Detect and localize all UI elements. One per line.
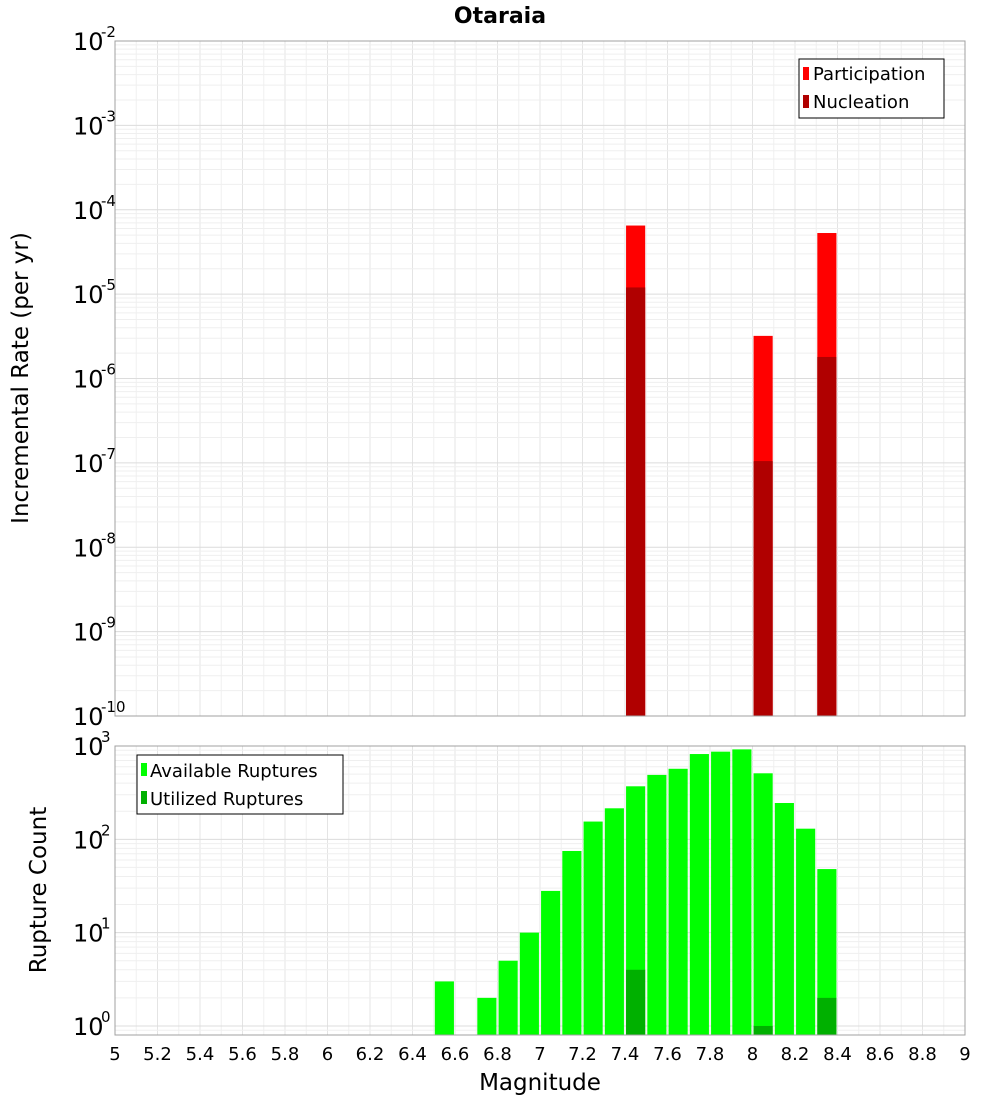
x-tick-label: 7.6	[653, 1044, 682, 1065]
available-ruptures-bar	[604, 808, 624, 1035]
y-tick-exponent: -7	[101, 445, 116, 463]
x-tick-label: 6.4	[398, 1044, 427, 1065]
x-tick-label: 8.6	[866, 1044, 895, 1065]
available-ruptures-bar	[668, 768, 688, 1035]
x-tick-label: 5.8	[271, 1044, 300, 1065]
y-tick-exponent: -8	[101, 529, 116, 547]
y-tick-label: 10	[73, 534, 104, 562]
y-tick-exponent: 1	[101, 915, 111, 933]
y-tick-label: 10	[73, 281, 104, 309]
legend-label-utilized: Utilized Ruptures	[150, 789, 303, 810]
available-ruptures-bar	[434, 981, 454, 1035]
x-tick-label: 6.8	[483, 1044, 512, 1065]
x-tick-label: 7	[534, 1044, 545, 1065]
y-tick-label: 10	[73, 733, 104, 761]
y-tick-label: 10	[73, 826, 104, 854]
y-tick-label: 10	[73, 920, 104, 948]
top-legend-box	[798, 58, 945, 119]
utilized-ruptures-bar	[753, 1025, 773, 1035]
available-ruptures-bar	[711, 751, 731, 1035]
x-tick-label: 9	[959, 1044, 970, 1065]
y-tick-label: 10	[73, 1013, 104, 1041]
top-y-axis-label: Incremental Rate (per yr)	[8, 232, 34, 524]
bottom-legend-box	[136, 754, 344, 815]
x-axis-label: Magnitude	[479, 1070, 601, 1096]
chart-title: Otaraia	[454, 4, 546, 29]
y-tick-exponent: -2	[101, 23, 116, 41]
y-tick-exponent: -5	[101, 276, 116, 294]
available-ruptures-bar	[647, 774, 667, 1035]
y-tick-exponent: -4	[101, 192, 116, 210]
nucleation-bar	[626, 287, 646, 716]
available-ruptures-bar	[562, 850, 582, 1035]
available-ruptures-bar	[732, 749, 752, 1035]
legend-swatch-nucleation	[803, 95, 809, 108]
y-tick-exponent: -6	[101, 361, 116, 379]
available-ruptures-bar	[753, 773, 773, 1035]
available-ruptures-bar	[689, 754, 709, 1035]
nucleation-bar	[817, 356, 837, 716]
y-tick-exponent: -3	[101, 107, 116, 125]
utilized-ruptures-bar	[626, 969, 646, 1035]
x-tick-label: 5.6	[228, 1044, 257, 1065]
x-tick-label: 8.8	[908, 1044, 937, 1065]
x-tick-label: 6	[322, 1044, 333, 1065]
available-ruptures-bar	[541, 890, 561, 1035]
top-bars	[626, 225, 837, 716]
y-tick-exponent: -9	[101, 614, 116, 632]
legend-swatch-available	[141, 763, 147, 776]
x-tick-label: 8	[747, 1044, 758, 1065]
available-ruptures-bar	[519, 932, 539, 1035]
x-tick-label: 8.2	[781, 1044, 810, 1065]
y-tick-exponent: 3	[101, 728, 111, 746]
available-ruptures-bar	[796, 828, 816, 1035]
bottom-bars	[434, 749, 837, 1035]
top-plot-frame	[114, 40, 966, 717]
legend-swatch-utilized	[141, 791, 147, 804]
legend-label-nucleation: Nucleation	[813, 92, 909, 113]
y-tick-exponent: -10	[101, 698, 126, 716]
x-tick-label: 7.2	[568, 1044, 597, 1065]
available-ruptures-bar	[583, 821, 603, 1035]
legend-swatch-participation	[803, 67, 809, 80]
y-tick-label: 10	[73, 619, 104, 647]
top-legend: Participation Nucleation	[798, 58, 945, 119]
top-grid	[114, 40, 966, 717]
y-tick-label: 10	[73, 112, 104, 140]
available-ruptures-bar	[817, 869, 837, 1035]
x-tick-label: 5.4	[186, 1044, 215, 1065]
x-tick-label: 5	[109, 1044, 120, 1065]
y-tick-label: 10	[73, 28, 104, 56]
x-tick-label: 5.2	[143, 1044, 172, 1065]
bottom-plot-frame	[114, 745, 966, 1036]
x-tick-label: 7.8	[696, 1044, 725, 1065]
x-ticks: 5 5.2 5.4 5.6 5.8 6 6.2 6.4 6.6 6.8 7 7.2 7.4 7.6 7.8 8…	[109, 1044, 970, 1065]
bottom-y-axis-label: Rupture Count	[26, 807, 52, 973]
legend-label-available: Available Ruptures	[150, 761, 318, 782]
y-tick-exponent: 0	[101, 1008, 111, 1026]
available-ruptures-bar	[477, 997, 497, 1035]
x-tick-label: 8.4	[823, 1044, 852, 1065]
available-ruptures-bar	[498, 960, 518, 1035]
x-tick-label: 6.6	[441, 1044, 470, 1065]
utilized-ruptures-bar	[817, 997, 837, 1035]
bottom-legend: Available Ruptures Utilized Ruptures	[136, 754, 344, 815]
y-tick-exponent: 2	[101, 821, 111, 839]
y-tick-label: 10	[73, 450, 104, 478]
nucleation-bar	[753, 461, 773, 716]
x-tick-label: 6.2	[356, 1044, 385, 1065]
available-ruptures-bar	[774, 803, 794, 1035]
y-tick-label: 10	[73, 197, 104, 225]
y-tick-label: 10	[73, 366, 104, 394]
y-tick-label: 10	[73, 703, 104, 731]
legend-label-participation: Participation	[813, 64, 925, 85]
x-tick-label: 7.4	[611, 1044, 640, 1065]
